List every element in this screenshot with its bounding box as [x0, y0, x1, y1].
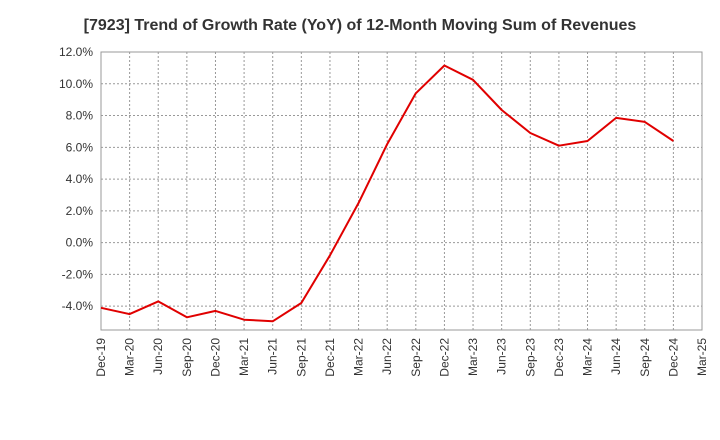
x-tick-label: Dec-23: [552, 338, 566, 377]
y-tick-label: 12.0%: [59, 45, 93, 59]
x-tick-label: Jun-22: [380, 338, 394, 375]
x-tick-label: Jun-24: [609, 338, 623, 375]
x-tick-label: Sep-24: [638, 338, 652, 377]
x-tick-label: Dec-19: [94, 338, 108, 377]
y-tick-label: 0.0%: [66, 236, 94, 250]
x-tick-label: Mar-25: [695, 338, 709, 376]
plot-area: [100, 51, 703, 331]
chart-title: [7923] Trend of Growth Rate (YoY) of 12-…: [84, 17, 637, 34]
x-tick-label: Dec-20: [208, 338, 222, 377]
y-tick-label: -4.0%: [62, 299, 94, 313]
x-tick-label: Jun-20: [151, 338, 165, 375]
x-tick-label: Jun-23: [495, 338, 509, 375]
y-tick-label: 4.0%: [66, 172, 94, 186]
x-tick-label: Dec-21: [323, 338, 337, 377]
x-tick-label: Mar-20: [123, 338, 137, 376]
x-tick-label: Mar-24: [581, 338, 595, 376]
x-tick-label: Dec-22: [437, 338, 451, 377]
grid: [101, 52, 702, 330]
y-tick-label: 6.0%: [66, 140, 94, 154]
x-tick-label: Mar-23: [466, 338, 480, 376]
x-axis: Dec-19 Mar-20 Jun-20 Sep-20 Dec-20 Mar-21 Jun-…: [94, 338, 709, 377]
x-tick-label: Sep-22: [409, 338, 423, 377]
x-tick-label: Mar-22: [352, 338, 366, 376]
y-tick-label: 10.0%: [59, 77, 93, 91]
x-tick-label: Sep-20: [180, 338, 194, 377]
x-tick-label: Sep-23: [523, 338, 537, 377]
y-tick-label: 8.0%: [66, 109, 94, 123]
x-tick-label: Mar-21: [237, 338, 251, 376]
x-tick-label: Dec-24: [666, 338, 680, 377]
x-tick-label: Jun-21: [266, 338, 280, 375]
y-tick-label: 2.0%: [66, 204, 94, 218]
y-axis: 12.0% 10.0% 8.0% 6.0% 4.0% 2.0% 0.0% -2.0% -4.0%: [59, 45, 93, 313]
y-tick-label: -2.0%: [62, 267, 94, 281]
x-tick-label: Sep-21: [294, 338, 308, 377]
series-line: [100, 64, 674, 323]
series-group: [100, 64, 674, 323]
